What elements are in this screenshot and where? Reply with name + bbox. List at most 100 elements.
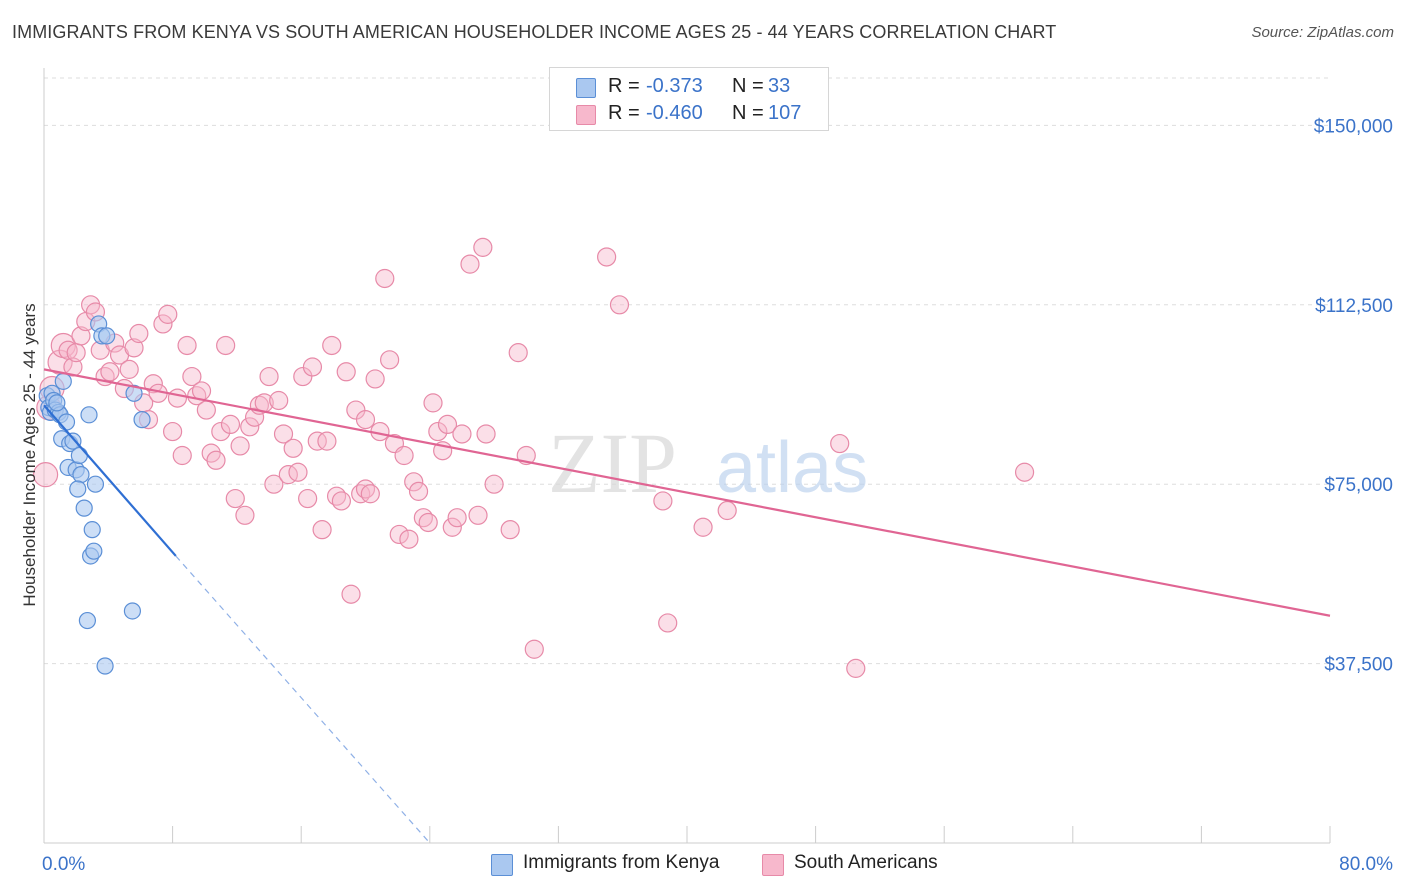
data-point-south-americans — [269, 390, 289, 411]
data-point-south-americans — [230, 436, 250, 456]
data-point-kenya — [72, 466, 90, 484]
data-point-south-americans — [658, 613, 678, 633]
data-point-south-americans — [375, 268, 395, 289]
axes — [43, 68, 1331, 844]
y-tick-label: $150,000 — [1314, 116, 1393, 137]
data-point-south-americans — [442, 517, 462, 537]
legend-n-label: N = — [732, 102, 764, 124]
chart-title: IMMIGRANTS FROM KENYA VS SOUTH AMERICAN … — [12, 22, 1057, 42]
data-point-south-americans — [317, 431, 337, 451]
legend-n-value: 33 — [768, 75, 791, 97]
data-point-south-americans — [312, 520, 332, 540]
data-point-south-americans — [389, 524, 409, 545]
data-point-south-americans — [500, 520, 520, 540]
y-tick-labels: $37,500 $75,000 $112,500 $150,000 — [1314, 116, 1393, 675]
legend-swatch-kenya — [576, 78, 596, 98]
data-point-south-americans — [129, 323, 149, 344]
data-point-south-americans — [124, 338, 144, 358]
legend-r-label: R = — [608, 102, 640, 124]
data-point-south-americans — [476, 424, 496, 444]
data-point-south-americans — [597, 247, 617, 267]
data-point-kenya — [123, 602, 142, 620]
data-point-south-americans — [609, 295, 630, 315]
data-point-south-americans — [119, 359, 139, 379]
data-point-kenya — [57, 413, 76, 431]
trend-line-south-americans — [43, 368, 1331, 617]
y-tick-label: $75,000 — [1324, 475, 1393, 496]
correlation-legend: R = -0.373 N = 33 R = -0.460 N = 107 — [549, 67, 829, 131]
legend-swatch-south-americans — [762, 854, 784, 876]
source-label: Source: ZipAtlas.com — [1251, 24, 1394, 41]
legend-r-value: -0.373 — [646, 75, 703, 97]
legend-r-label: R = — [608, 75, 640, 97]
data-point-south-americans — [206, 450, 226, 470]
data-point-south-americans — [191, 381, 212, 401]
y-tick-label: $112,500 — [1315, 296, 1393, 317]
data-point-south-americans — [428, 421, 448, 442]
data-point-south-americans — [394, 445, 414, 466]
series-south-americans — [33, 237, 1035, 678]
data-point-south-americans — [259, 366, 279, 387]
data-point-south-americans — [693, 517, 713, 537]
data-point-south-americans — [100, 362, 120, 382]
legend-r-value: -0.460 — [646, 102, 703, 124]
data-point-south-americans — [447, 508, 467, 528]
data-point-south-americans — [331, 491, 351, 511]
data-point-kenya — [133, 411, 151, 429]
data-point-south-americans — [158, 304, 178, 324]
data-point-south-americans — [336, 362, 356, 382]
data-point-south-americans — [220, 414, 241, 435]
data-point-south-americans — [380, 350, 400, 370]
legend-row-kenya: R = -0.373 N = 33 — [550, 74, 828, 100]
legend-label-kenya: Immigrants from Kenya — [523, 852, 720, 873]
trend-line-kenya — [43, 404, 177, 557]
data-point-south-americans — [408, 481, 429, 501]
trend-line-kenya-extrapolated — [175, 555, 431, 844]
data-point-south-americans — [172, 445, 192, 466]
legend-label-south-americans: South Americans — [794, 852, 938, 873]
data-point-south-americans — [273, 424, 294, 444]
data-point-kenya — [70, 446, 88, 465]
data-point-kenya — [54, 372, 72, 390]
data-point-south-americans — [264, 474, 284, 494]
data-point-south-americans — [216, 335, 236, 356]
trend-lines — [43, 368, 1331, 844]
data-point-south-americans — [66, 343, 86, 363]
y-axis-label: Householder Income Ages 25 - 44 years — [20, 303, 39, 606]
data-point-south-americans — [283, 438, 303, 458]
data-point-south-americans — [717, 500, 737, 521]
data-point-south-americans — [196, 400, 216, 420]
data-point-south-americans — [404, 472, 424, 492]
data-point-south-americans — [355, 410, 376, 430]
legend-swatch-south-americans — [576, 105, 596, 125]
data-point-south-americans — [460, 254, 480, 274]
data-point-kenya — [75, 499, 93, 517]
data-point-south-americans — [302, 357, 323, 377]
data-point-south-americans — [153, 314, 173, 334]
data-point-south-americans — [365, 369, 385, 389]
data-point-south-americans — [235, 505, 255, 525]
data-point-kenya — [83, 521, 101, 539]
data-point-south-americans — [437, 414, 458, 435]
legend-n-value: 107 — [768, 102, 802, 124]
data-point-south-americans — [524, 639, 544, 659]
watermark: ZIP atlas — [548, 415, 868, 511]
data-point-south-americans — [167, 388, 188, 408]
data-point-south-americans — [225, 488, 245, 509]
legend-swatch-kenya — [491, 854, 513, 876]
data-point-south-americans — [399, 529, 419, 549]
data-point-south-americans — [288, 462, 308, 482]
data-point-south-americans — [830, 433, 850, 454]
data-point-south-americans — [211, 421, 231, 442]
data-point-kenya — [85, 542, 103, 560]
data-point-south-americans — [244, 407, 265, 427]
data-point-south-americans — [360, 484, 380, 504]
data-point-south-americans — [484, 474, 504, 494]
data-point-south-americans — [846, 658, 866, 678]
data-point-south-americans — [240, 417, 260, 437]
data-point-south-americans — [322, 335, 342, 356]
x-tick-label: 0.0% — [42, 854, 85, 875]
data-point-south-americans — [1014, 462, 1035, 482]
watermark-atlas: atlas — [716, 428, 868, 508]
